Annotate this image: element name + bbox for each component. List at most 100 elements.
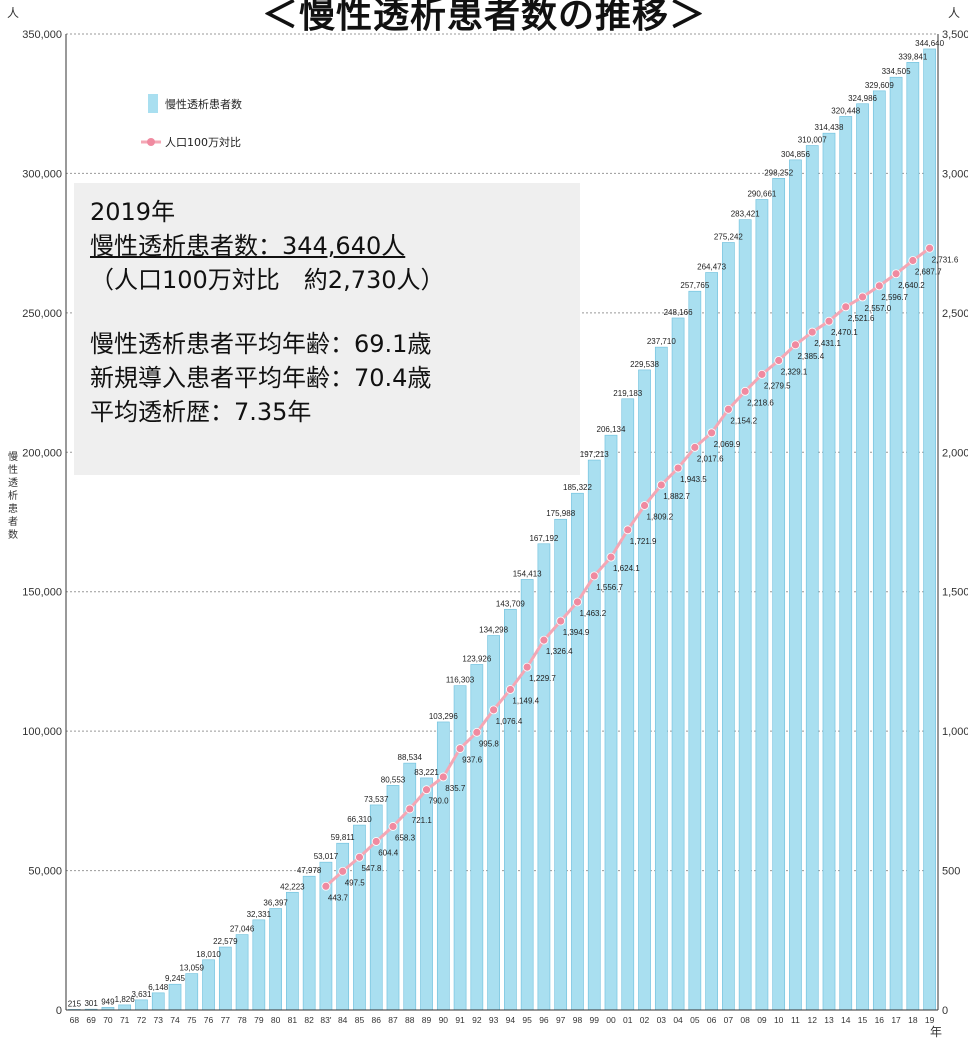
bar [889,76,903,1011]
x-tick-label: 12 [807,1015,817,1025]
x-tick-label: 74 [170,1015,180,1025]
bar-value-label: 116,303 [446,676,475,685]
ratio-value-label: 2,431.1 [814,339,841,348]
summary-box: 2019年 慢性透析患者数：344,640人 （人口100万対比 約2,730人… [74,183,580,475]
bar [587,459,601,1011]
bar-value-label: 215 [68,999,82,1008]
y-axis-label: 慢性透析患者数 [8,451,18,541]
bar [520,579,534,1011]
bar-value-label: 134,298 [479,626,508,635]
bar [252,919,266,1011]
x-axis-label: 年 [930,1025,942,1038]
x-tick-label: 18 [908,1015,918,1025]
left-tick-label: 350,000 [22,29,62,41]
bar [386,785,400,1011]
bar-value-label: 339,841 [898,52,927,61]
bar-value-label: 290,661 [747,189,776,198]
ratio-point [321,881,331,891]
bar [805,145,819,1011]
bar-value-label: 324,986 [848,94,877,103]
bar [487,635,500,1011]
x-tick-label: 83' [320,1015,331,1025]
ratio-point [640,501,649,510]
ratio-point [623,525,633,535]
left-tick-label: 50,000 [28,866,62,878]
bar [638,369,651,1011]
summary-per-million: （人口100万対比 約2,730人） [90,266,445,294]
x-tick-label: 08 [740,1015,750,1025]
x-tick-label: 87 [388,1015,398,1025]
ratio-point [472,727,482,737]
bar-value-label: 59,811 [331,833,355,842]
x-tick-label: 77 [221,1015,231,1025]
bar [554,518,568,1011]
bar [470,664,484,1011]
ratio-value-label: 2,069.9 [714,440,741,449]
ratio-point [723,404,733,414]
ratio-point [656,480,666,490]
x-tick-label: 80 [271,1015,281,1025]
y-axis-label-char: 性 [8,463,18,476]
bar-value-label: 143,709 [496,599,525,608]
bar-value-label: 329,609 [865,81,894,90]
bar-value-label: 88,534 [398,753,423,762]
bar-value-label: 27,046 [230,925,255,934]
ratio-value-label: 2,279.5 [764,381,791,390]
right-tick-label: 1,500 [942,587,968,599]
bar [269,908,282,1011]
ratio-point [589,571,599,581]
ratio-value-label: 2,596.7 [881,293,908,302]
right-tick-label: 500 [942,866,960,878]
bar [235,934,249,1011]
ratio-value-label: 443.7 [328,893,349,902]
x-tick-label: 03 [657,1015,667,1025]
bar-value-label: 47,978 [297,866,322,875]
x-tick-label: 17 [891,1015,901,1025]
legend-label-patients: 慢性透析患者数 [165,97,242,111]
bars [68,48,936,1011]
legend-marker [147,138,155,146]
ratio-point [438,772,448,782]
x-tick-label: 00 [606,1015,616,1025]
x-tick-label: 82 [304,1015,314,1025]
y-axis-label-char: 患 [8,503,18,515]
bar-value-label: 53,017 [314,852,339,861]
right-tick-label: 2,500 [942,308,968,320]
x-tick-label: 10 [774,1015,784,1025]
ratio-value-label: 937.6 [462,756,483,765]
bar-value-label: 248,166 [664,308,693,317]
bar [671,317,685,1011]
legend: 慢性透析患者数 人口100万対比 [122,88,272,168]
x-tick-label: 07 [724,1015,734,1025]
y-axis-label-char: 析 [8,489,18,502]
left-tick-label: 300,000 [22,168,62,180]
summary-new-avg-age: 新規導入患者平均年齢：70.4歳 [90,364,432,392]
right-tick-label: 3,500 [942,29,968,41]
ratio-point [422,785,431,795]
left-tick-label: 200,000 [22,447,62,459]
bar [872,90,886,1011]
bar [202,959,215,1011]
bar [135,999,148,1011]
summary-avg-duration: 平均透析歴：7.35年 [90,398,312,426]
bar [403,762,417,1011]
x-tick-label: 05 [690,1015,700,1025]
legend-bar-swatch [148,94,158,113]
ratio-point [606,552,616,562]
bar [453,685,467,1011]
ratio-value-label: 835.7 [445,784,466,793]
ratio-value-label: 2,640.2 [898,281,925,290]
left-tick-label: 0 [56,1005,62,1017]
bar-value-label: 175,988 [546,509,575,518]
bar [151,992,165,1011]
ratio-point [338,866,348,876]
x-tick-label: 70 [103,1015,113,1025]
x-tick-label: 89 [422,1015,432,1025]
bar-value-label: 298,252 [764,168,793,177]
x-tick-label: 96 [539,1015,549,1025]
x-tick-label: 97 [556,1015,566,1025]
ratio-value-label: 2,557.0 [865,304,892,313]
x-tick-label: 99 [589,1015,599,1025]
ratio-point [874,281,884,291]
